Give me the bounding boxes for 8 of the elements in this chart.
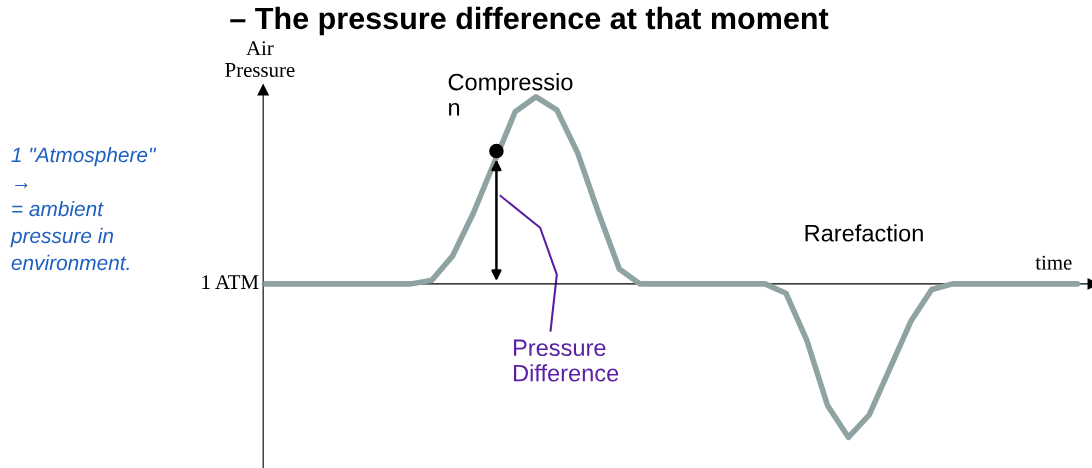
chart-title: – The pressure difference at that moment — [230, 6, 829, 36]
y-axis-title: Air Pressure — [225, 41, 295, 77]
annotation: Rarefaction — [805, 224, 923, 242]
annotation: Compressio n — [448, 73, 573, 116]
text: 1 "Atmosphere" → = ambient pressure in environment. — [10, 146, 157, 271]
x-axis-title: time — [1035, 255, 1072, 270]
annotation: Pressure Difference — [513, 339, 619, 382]
text: 1 ATM — [202, 275, 259, 289]
